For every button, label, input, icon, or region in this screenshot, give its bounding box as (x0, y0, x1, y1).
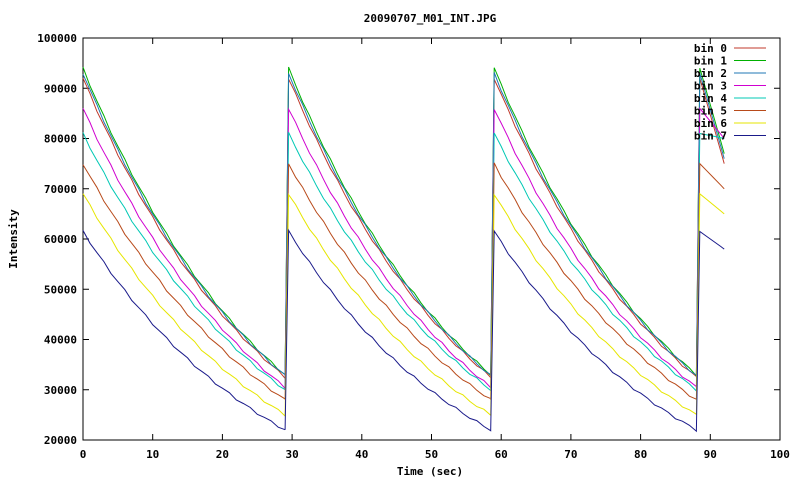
x-tick-label: 10 (146, 448, 159, 461)
y-tick-label: 70000 (44, 183, 77, 196)
y-tick-label: 30000 (44, 384, 77, 397)
series-line-bin-4 (82, 132, 725, 393)
legend-label: bin 7 (694, 130, 727, 143)
y-axis-label: Intensity (7, 209, 20, 269)
x-axis-label: Time (sec) (397, 465, 463, 478)
y-tick-label: 40000 (44, 334, 77, 347)
series-line-bin-5 (82, 162, 725, 400)
y-tick-label: 90000 (44, 82, 77, 95)
y-tick-label: 60000 (44, 233, 77, 246)
series-line-bin-1 (82, 66, 725, 378)
series-line-bin-0 (82, 77, 725, 380)
legend-label: bin 0 (694, 42, 727, 55)
x-tick-label: 0 (80, 448, 87, 461)
legend-label: bin 4 (694, 92, 727, 105)
x-tick-label: 60 (495, 448, 508, 461)
legend-label: bin 3 (694, 80, 727, 93)
x-tick-label: 70 (564, 448, 577, 461)
series-line-bin-3 (82, 107, 725, 390)
legend-label: bin 6 (694, 117, 727, 130)
y-tick-label: 20000 (44, 434, 77, 447)
x-tick-label: 100 (770, 448, 790, 461)
legend-label: bin 2 (694, 67, 727, 80)
x-tick-label: 40 (355, 448, 368, 461)
x-tick-label: 90 (704, 448, 717, 461)
x-tick-label: 20 (216, 448, 229, 461)
y-tick-label: 100000 (37, 32, 77, 45)
legend-label: bin 5 (694, 105, 727, 118)
legend-label: bin 1 (694, 55, 727, 68)
x-tick-label: 30 (285, 448, 298, 461)
series-line-bin-2 (82, 72, 725, 376)
axis-ticks: 0 10 20 30 40 50 60 70 80 90 100 20000 30000 40000 500… (37, 32, 790, 461)
series-line-bin-7 (82, 228, 725, 433)
x-tick-label: 50 (425, 448, 438, 461)
y-tick-label: 50000 (44, 283, 77, 296)
y-tick-label: 80000 (44, 133, 77, 146)
plot-frame (82, 37, 781, 441)
x-tick-label: 80 (634, 448, 647, 461)
chart-title: 20090707_M01_INT.JPG (364, 12, 497, 25)
series-line-bin-6 (82, 192, 725, 418)
series-lines (82, 66, 725, 433)
